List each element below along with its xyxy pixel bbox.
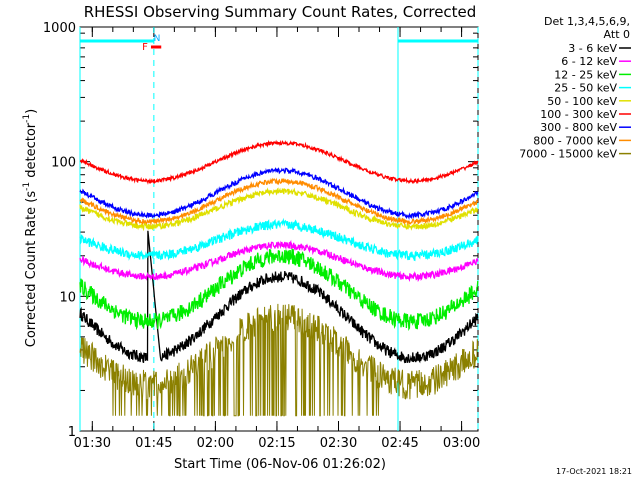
x-tick-label: 01:45	[135, 436, 172, 451]
series-line-8	[79, 303, 479, 417]
y-axis-label: Corrected Count Rate (s-1 detector-1)	[22, 109, 39, 347]
y-tick-label: 1	[68, 425, 76, 440]
timestamp: 17-Oct-2021 18:21	[556, 467, 632, 476]
legend-label-7: 800 - 7000 keV	[533, 134, 617, 147]
legend-label-1: 6 - 12 keV	[561, 55, 617, 68]
series-line-6	[79, 167, 479, 221]
legend-header-line2: Att 0	[604, 28, 630, 41]
x-tick-label: 02:15	[258, 436, 295, 451]
series-line-3	[79, 217, 479, 262]
legend-label-2: 12 - 25 keV	[554, 68, 617, 81]
legend-label-6: 300 - 800 keV	[540, 121, 617, 134]
series-line-1	[79, 239, 479, 283]
series-line-4	[79, 187, 479, 232]
y-tick-label: 1000	[43, 21, 76, 36]
legend-label-3: 25 - 50 keV	[554, 82, 617, 95]
x-tick-label: 03:00	[443, 436, 480, 451]
night-flag: N	[154, 34, 161, 44]
legend-header-line1: Det 1,3,4,5,6,9,	[544, 15, 630, 28]
series-line-2	[79, 248, 479, 331]
series-line-0	[79, 230, 479, 364]
plot-area: 1 10 100 1000 01:30 01:45 02:00 02:15 02:30 02:45…	[43, 21, 631, 451]
x-tick-label: 01:30	[74, 436, 111, 451]
x-tick-label: 02:00	[197, 436, 234, 451]
x-tick-label: 02:45	[381, 436, 418, 451]
flare-flag: F	[142, 42, 148, 53]
y-tick-label: 10	[59, 290, 76, 305]
legend-label-0: 3 - 6 keV	[568, 42, 617, 55]
chart-title: RHESSI Observing Summary Count Rates, Co…	[84, 3, 477, 21]
series-line-7	[79, 177, 479, 226]
x-axis-label: Start Time (06-Nov-06 01:26:02)	[174, 457, 386, 472]
x-tick-label: 02:30	[320, 436, 357, 451]
y-tick-label: 100	[51, 156, 76, 171]
legend-label-5: 100 - 300 keV	[540, 108, 617, 121]
legend-label-8: 7000 - 15000 keV	[519, 148, 617, 161]
series-line-5	[79, 139, 479, 185]
legend-label-4: 50 - 100 keV	[547, 95, 617, 108]
